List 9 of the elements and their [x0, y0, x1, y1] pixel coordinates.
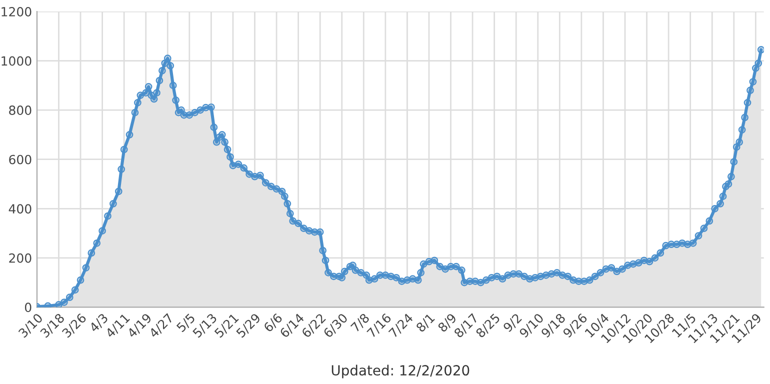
y-tick-label: 1000 [2, 56, 32, 66]
y-tick-label: 400 [8, 204, 32, 214]
y-tick-label: 800 [9, 106, 32, 116]
y-tick-label: 600 [9, 154, 32, 164]
text: Updated: 12/2/2020 [332, 364, 470, 378]
y-tick-label: 0 [24, 302, 32, 312]
x-tick-label: 8/1 [416, 313, 436, 334]
y-tick-label: 1200 [2, 6, 32, 16]
y-tick-label: 200 [9, 253, 32, 263]
